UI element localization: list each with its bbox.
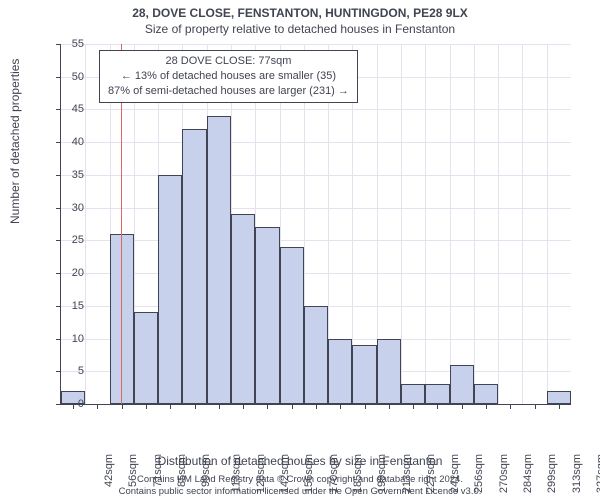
gridline-vertical: [450, 44, 451, 404]
xtick-mark: [340, 404, 341, 409]
annotation-line1: 28 DOVE CLOSE: 77sqm: [165, 55, 291, 67]
xtick-mark: [267, 404, 268, 409]
ytick-label: 50: [60, 71, 84, 83]
xtick-label: 113sqm: [230, 454, 242, 492]
xtick-label: 56sqm: [127, 454, 139, 487]
xtick-label: 128sqm: [255, 454, 267, 493]
gridline-horizontal: [61, 240, 571, 241]
gridline-vertical: [522, 44, 523, 404]
xtick-label: 185sqm: [352, 454, 364, 493]
ytick-label: 15: [60, 300, 84, 312]
chart-subtitle: Size of property relative to detached ho…: [0, 20, 600, 36]
histogram-bar: [255, 227, 279, 404]
ytick-label: 25: [60, 234, 84, 246]
gridline-horizontal: [61, 273, 571, 274]
xtick-mark: [170, 404, 171, 409]
xtick-label: 270sqm: [498, 454, 510, 493]
y-axis-label: Number of detached properties: [8, 59, 22, 224]
xtick-mark: [195, 404, 196, 409]
histogram-bar: [377, 339, 401, 404]
histogram-bar: [304, 306, 328, 404]
ytick-label: 5: [60, 365, 84, 377]
gridline-vertical: [425, 44, 426, 404]
xtick-mark: [316, 404, 317, 409]
histogram-bar: [328, 339, 352, 404]
xtick-label: 299sqm: [546, 454, 558, 493]
ytick-label: 20: [60, 267, 84, 279]
xtick-label: 313sqm: [571, 454, 583, 493]
gridline-vertical: [547, 44, 548, 404]
xtick-label: 241sqm: [449, 454, 461, 493]
gridline-vertical: [401, 44, 402, 404]
xtick-mark: [243, 404, 244, 409]
histogram-bar: [450, 365, 474, 404]
xtick-mark: [146, 404, 147, 409]
xtick-mark: [365, 404, 366, 409]
histogram-bar: [352, 345, 376, 404]
gridline-horizontal: [61, 44, 571, 45]
xtick-mark: [97, 404, 98, 409]
ytick-label: 55: [60, 38, 84, 50]
ytick-label: 35: [60, 169, 84, 181]
xtick-mark: [292, 404, 293, 409]
histogram-bar: [182, 129, 206, 404]
gridline-vertical: [85, 44, 86, 404]
histogram-bar: [425, 384, 449, 404]
xtick-mark: [510, 404, 511, 409]
annotation-box: 28 DOVE CLOSE: 77sqm ← 13% of detached ho…: [99, 50, 358, 103]
xtick-label: 99sqm: [200, 454, 212, 487]
gridline-horizontal: [61, 175, 571, 176]
xtick-mark: [559, 404, 560, 409]
xtick-label: 71sqm: [152, 454, 164, 487]
annotation-line2: ← 13% of detached houses are smaller (35…: [121, 70, 336, 82]
gridline-horizontal: [61, 109, 571, 110]
histogram-bar: [231, 214, 255, 404]
xtick-mark: [219, 404, 220, 409]
xtick-label: 170sqm: [328, 454, 340, 493]
xtick-mark: [122, 404, 123, 409]
xtick-label: 156sqm: [304, 454, 316, 493]
xtick-mark: [389, 404, 390, 409]
gridline-vertical: [474, 44, 475, 404]
histogram-bar: [474, 384, 498, 404]
xtick-mark: [535, 404, 536, 409]
ytick-label: 45: [60, 103, 84, 115]
gridline-horizontal: [61, 142, 571, 143]
xtick-label: 142sqm: [279, 454, 291, 493]
xtick-mark: [437, 404, 438, 409]
histogram-bar: [158, 175, 182, 404]
xtick-label: 213sqm: [401, 454, 413, 493]
histogram-bar: [547, 391, 571, 404]
xtick-label: 199sqm: [376, 454, 388, 493]
chart-plot-area: 28 DOVE CLOSE: 77sqm ← 13% of detached ho…: [60, 44, 571, 405]
xtick-mark: [486, 404, 487, 409]
annotation-line3: 87% of semi-detached houses are larger (…: [108, 85, 349, 97]
xtick-label: 256sqm: [474, 454, 486, 493]
histogram-bar: [401, 384, 425, 404]
xtick-label: 227sqm: [425, 454, 437, 493]
ytick-label: 0: [60, 398, 84, 410]
histogram-bar: [207, 116, 231, 404]
xtick-label: 85sqm: [176, 454, 188, 487]
histogram-bar: [134, 312, 158, 404]
xtick-label: 284sqm: [522, 454, 534, 493]
xtick-label: 42sqm: [103, 454, 115, 487]
chart-container: 28, DOVE CLOSE, FENSTANTON, HUNTINGDON, …: [0, 0, 600, 500]
xtick-mark: [462, 404, 463, 409]
histogram-bar: [280, 247, 304, 404]
gridline-horizontal: [61, 208, 571, 209]
ytick-label: 30: [60, 202, 84, 214]
xtick-mark: [413, 404, 414, 409]
chart-supertitle: 28, DOVE CLOSE, FENSTANTON, HUNTINGDON, …: [0, 0, 600, 20]
ytick-label: 10: [60, 333, 84, 345]
gridline-vertical: [498, 44, 499, 404]
ytick-label: 40: [60, 136, 84, 148]
histogram-bar: [110, 234, 134, 404]
xtick-label: 327sqm: [595, 454, 600, 493]
